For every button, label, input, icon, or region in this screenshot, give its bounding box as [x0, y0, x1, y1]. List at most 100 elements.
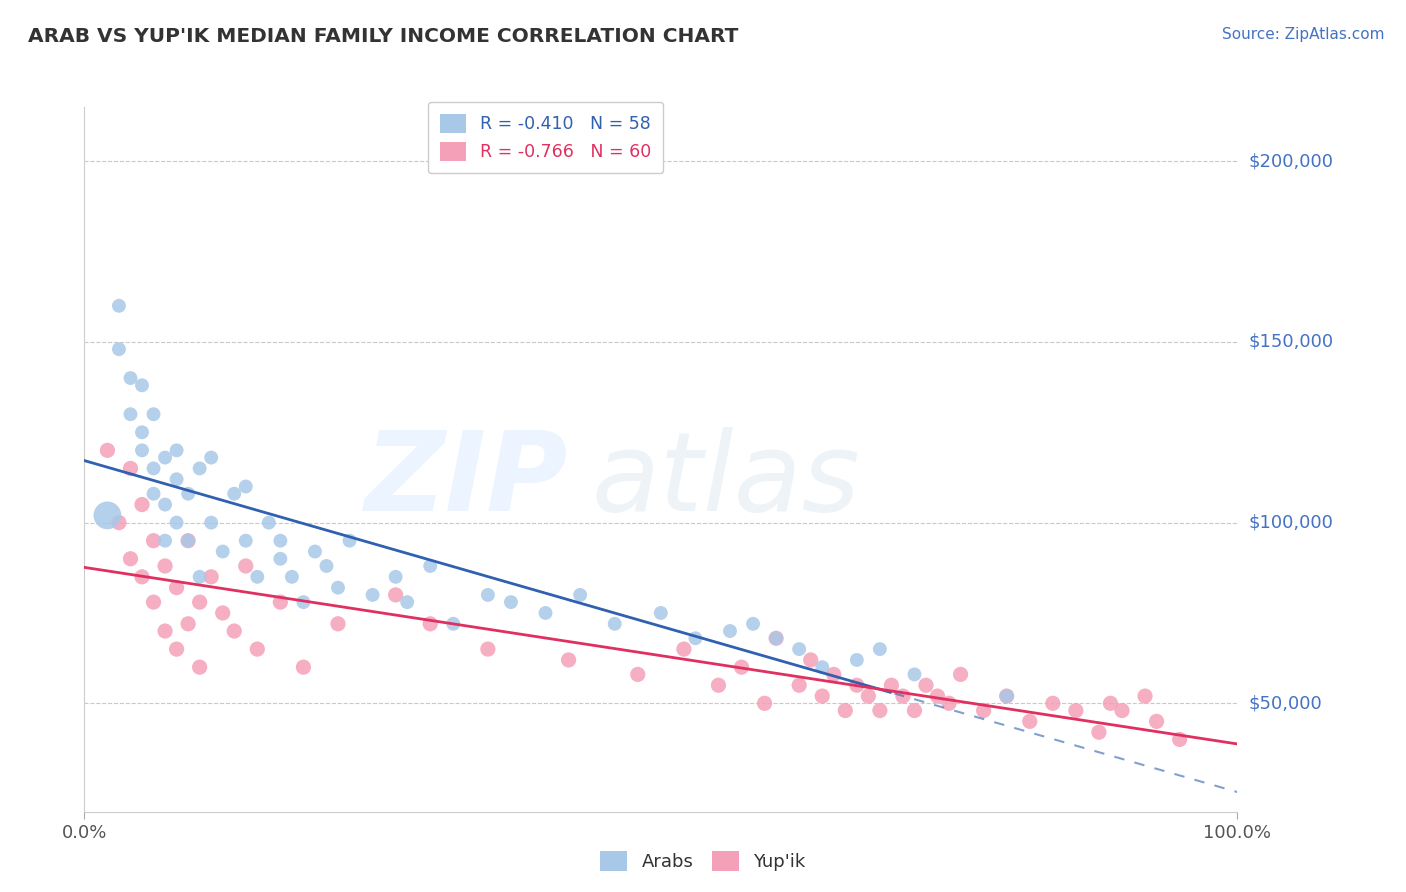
Point	[235, 559, 257, 574]
Point	[166, 516, 188, 530]
Point	[1111, 704, 1133, 718]
Text: $150,000: $150,000	[1249, 333, 1333, 351]
Point	[1146, 714, 1168, 729]
Point	[177, 533, 200, 548]
Point	[120, 551, 142, 566]
Point	[142, 461, 165, 475]
Point	[153, 533, 176, 548]
Text: $50,000: $50,000	[1249, 694, 1322, 713]
Text: $100,000: $100,000	[1249, 514, 1333, 532]
Point	[269, 533, 291, 548]
Text: Source: ZipAtlas.com: Source: ZipAtlas.com	[1222, 27, 1385, 42]
Point	[650, 606, 672, 620]
Point	[326, 581, 349, 595]
Point	[627, 667, 650, 681]
Point	[200, 570, 222, 584]
Point	[281, 570, 304, 584]
Point	[235, 479, 257, 493]
Point	[188, 595, 211, 609]
Point	[858, 689, 880, 703]
Point	[108, 299, 131, 313]
Point	[131, 425, 153, 440]
Point	[938, 696, 960, 710]
Point	[200, 516, 222, 530]
Point	[396, 595, 419, 609]
Point	[569, 588, 592, 602]
Point	[166, 472, 188, 486]
Point	[246, 570, 269, 584]
Point	[685, 632, 707, 646]
Point	[96, 443, 118, 458]
Point	[257, 516, 280, 530]
Point	[188, 570, 211, 584]
Point	[211, 544, 233, 558]
Point	[153, 498, 176, 512]
Point	[166, 642, 188, 657]
Point	[269, 551, 291, 566]
Point	[811, 689, 834, 703]
Point	[384, 588, 406, 602]
Point	[1064, 704, 1087, 718]
Point	[177, 486, 200, 500]
Point	[718, 624, 741, 638]
Point	[765, 632, 787, 646]
Point	[845, 653, 868, 667]
Point	[707, 678, 730, 692]
Point	[1168, 732, 1191, 747]
Point	[224, 624, 246, 638]
Point	[315, 559, 337, 574]
Point	[534, 606, 557, 620]
Point	[224, 486, 246, 500]
Point	[188, 461, 211, 475]
Point	[120, 371, 142, 385]
Point	[742, 616, 765, 631]
Point	[891, 689, 914, 703]
Point	[211, 606, 233, 620]
Point	[903, 704, 925, 718]
Point	[304, 544, 326, 558]
Point	[1042, 696, 1064, 710]
Point	[823, 667, 845, 681]
Legend: Arabs, Yup'ik: Arabs, Yup'ik	[593, 844, 813, 879]
Point	[869, 642, 891, 657]
Point	[153, 624, 176, 638]
Point	[603, 616, 626, 631]
Legend: R = -0.410   N = 58, R = -0.766   N = 60: R = -0.410 N = 58, R = -0.766 N = 60	[427, 102, 664, 173]
Point	[131, 498, 153, 512]
Point	[200, 450, 222, 465]
Point	[949, 667, 972, 681]
Point	[1099, 696, 1122, 710]
Point	[120, 461, 142, 475]
Point	[869, 704, 891, 718]
Point	[166, 443, 188, 458]
Point	[419, 616, 441, 631]
Point	[557, 653, 579, 667]
Point	[108, 516, 131, 530]
Point	[880, 678, 903, 692]
Point	[787, 678, 810, 692]
Text: atlas: atlas	[592, 427, 860, 534]
Point	[142, 533, 165, 548]
Point	[845, 678, 868, 692]
Point	[995, 689, 1018, 703]
Point	[292, 595, 315, 609]
Point	[477, 642, 499, 657]
Text: ARAB VS YUP'IK MEDIAN FAMILY INCOME CORRELATION CHART: ARAB VS YUP'IK MEDIAN FAMILY INCOME CORR…	[28, 27, 738, 45]
Point	[499, 595, 522, 609]
Point	[995, 689, 1018, 703]
Point	[131, 570, 153, 584]
Point	[326, 616, 349, 631]
Point	[811, 660, 834, 674]
Point	[1018, 714, 1040, 729]
Point	[177, 533, 200, 548]
Text: ZIP: ZIP	[366, 427, 568, 534]
Point	[730, 660, 752, 674]
Point	[177, 616, 200, 631]
Point	[419, 559, 441, 574]
Point	[153, 450, 176, 465]
Point	[672, 642, 695, 657]
Point	[166, 581, 188, 595]
Point	[903, 667, 925, 681]
Point	[973, 704, 995, 718]
Point	[915, 678, 938, 692]
